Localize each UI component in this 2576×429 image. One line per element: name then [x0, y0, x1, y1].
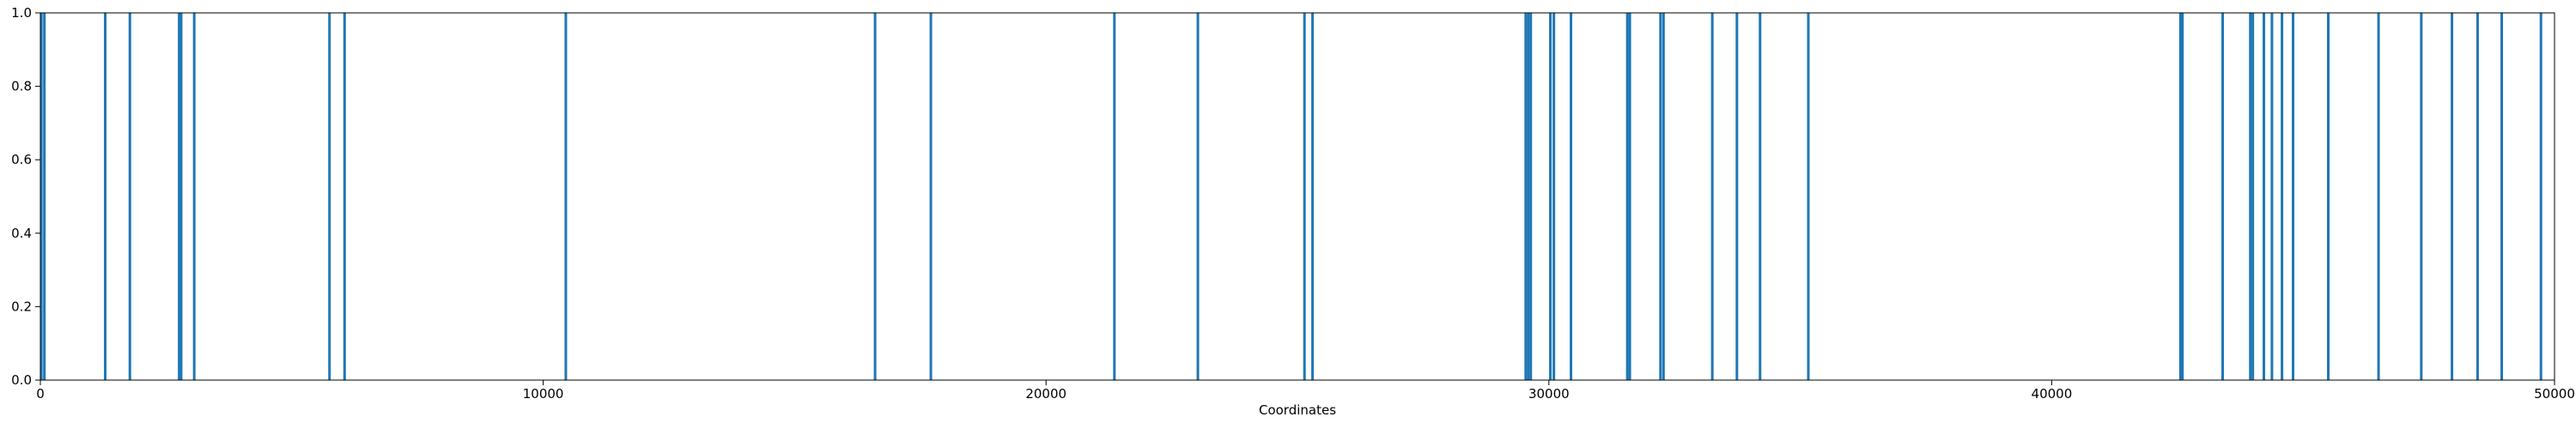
bar [192, 13, 196, 380]
bar [2263, 13, 2266, 380]
bar [1570, 13, 1573, 380]
x-axis-title: Coordinates [1259, 402, 1336, 418]
bar [1759, 13, 1762, 380]
bar [1113, 13, 1116, 380]
y-tick-label: 0.0 [11, 372, 32, 388]
bar [929, 13, 933, 380]
bar [2281, 13, 2284, 380]
y-tick-label: 0.8 [11, 79, 32, 94]
bar [564, 13, 568, 380]
bar [2377, 13, 2380, 380]
x-tick-label: 20000 [1025, 386, 1066, 402]
bar [1549, 13, 1552, 380]
bar [343, 13, 346, 380]
bar [1196, 13, 1200, 380]
bar [1552, 13, 1556, 380]
bar [1710, 13, 1714, 380]
x-tick-label: 0 [36, 386, 45, 402]
bar [1527, 13, 1530, 380]
x-axis: 0 10000 20000 30000 40000 50000 [36, 380, 2575, 402]
bar [2291, 13, 2294, 380]
bar [2249, 13, 2252, 380]
bar [1807, 13, 1810, 380]
bar [2181, 13, 2184, 380]
bar [178, 13, 181, 380]
bar [2500, 13, 2504, 380]
plot-area [40, 13, 2555, 380]
bar [43, 13, 46, 380]
bar [328, 13, 331, 380]
bar [2451, 13, 2454, 380]
bar [1311, 13, 1315, 380]
bar [2539, 13, 2543, 380]
y-tick-label: 1.0 [11, 5, 32, 21]
bar [1529, 13, 1533, 380]
y-tick-label: 0.2 [11, 299, 32, 314]
bar [179, 13, 183, 380]
bar [2178, 13, 2182, 380]
y-tick-label: 0.4 [11, 226, 32, 241]
bars [39, 13, 2543, 380]
bar [1625, 13, 1629, 380]
bar [2326, 13, 2330, 380]
bar [2420, 13, 2423, 380]
bar [39, 13, 43, 380]
bar [1659, 13, 1662, 380]
bar [128, 13, 131, 380]
y-axis: 0.0 0.2 0.4 0.6 0.8 1.0 [11, 5, 40, 388]
bar [2476, 13, 2479, 380]
bar [1735, 13, 1739, 380]
plot-frame [39, 12, 2555, 381]
x-tick-label: 50000 [2534, 386, 2575, 402]
bar [104, 13, 107, 380]
bar [873, 13, 877, 380]
bar [2270, 13, 2274, 380]
x-tick-label: 40000 [2032, 386, 2073, 402]
bar [1628, 13, 1631, 380]
x-tick-label: 30000 [1528, 386, 1570, 402]
y-tick-label: 0.6 [11, 152, 32, 167]
bar [1524, 13, 1528, 380]
bar [1662, 13, 1665, 380]
x-tick-label: 10000 [523, 386, 564, 402]
bar [2251, 13, 2255, 380]
bar [2221, 13, 2224, 380]
bar [1303, 13, 1306, 380]
